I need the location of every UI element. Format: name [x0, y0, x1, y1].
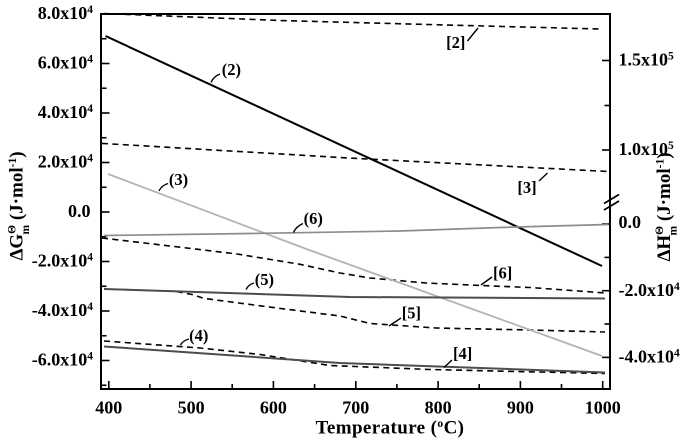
svg-text:2.0x104: 2.0x104 [38, 152, 94, 172]
svg-text:[6]: [6] [493, 264, 512, 283]
svg-text:-4.0x104: -4.0x104 [32, 300, 94, 320]
svg-text:[3]: [3] [517, 178, 536, 197]
svg-text:(3): (3) [169, 170, 188, 189]
svg-text:700: 700 [342, 398, 369, 418]
svg-text:[5]: [5] [402, 304, 421, 323]
svg-text:-2.0x104: -2.0x104 [619, 280, 681, 300]
svg-text:(2): (2) [222, 60, 241, 79]
svg-text:500: 500 [178, 398, 205, 418]
svg-text:1.5x105: 1.5x105 [619, 50, 675, 70]
svg-text:8.0x104: 8.0x104 [38, 3, 94, 23]
svg-text:4.0x104: 4.0x104 [38, 102, 94, 122]
svg-text:(5): (5) [255, 270, 274, 289]
svg-text:900: 900 [507, 398, 534, 418]
svg-text:(6): (6) [304, 209, 323, 228]
svg-text:-6.0x104: -6.0x104 [32, 350, 94, 370]
svg-text:Temperature (oC): Temperature (oC) [316, 418, 465, 439]
svg-text:-2.0x104: -2.0x104 [32, 251, 94, 271]
svg-text:0.0: 0.0 [68, 201, 91, 221]
svg-text:[4]: [4] [453, 344, 472, 363]
svg-text:1.0x105: 1.0x105 [619, 139, 675, 159]
svg-text:400: 400 [95, 398, 122, 418]
svg-text:600: 600 [260, 398, 287, 418]
svg-text:[2]: [2] [446, 33, 465, 52]
svg-text:-4.0x104: -4.0x104 [619, 347, 681, 367]
svg-text:0.0: 0.0 [619, 212, 642, 232]
svg-text:6.0x104: 6.0x104 [38, 53, 94, 73]
svg-text:800: 800 [425, 398, 452, 418]
svg-text:1000: 1000 [585, 398, 621, 418]
svg-text:(4): (4) [189, 326, 208, 345]
